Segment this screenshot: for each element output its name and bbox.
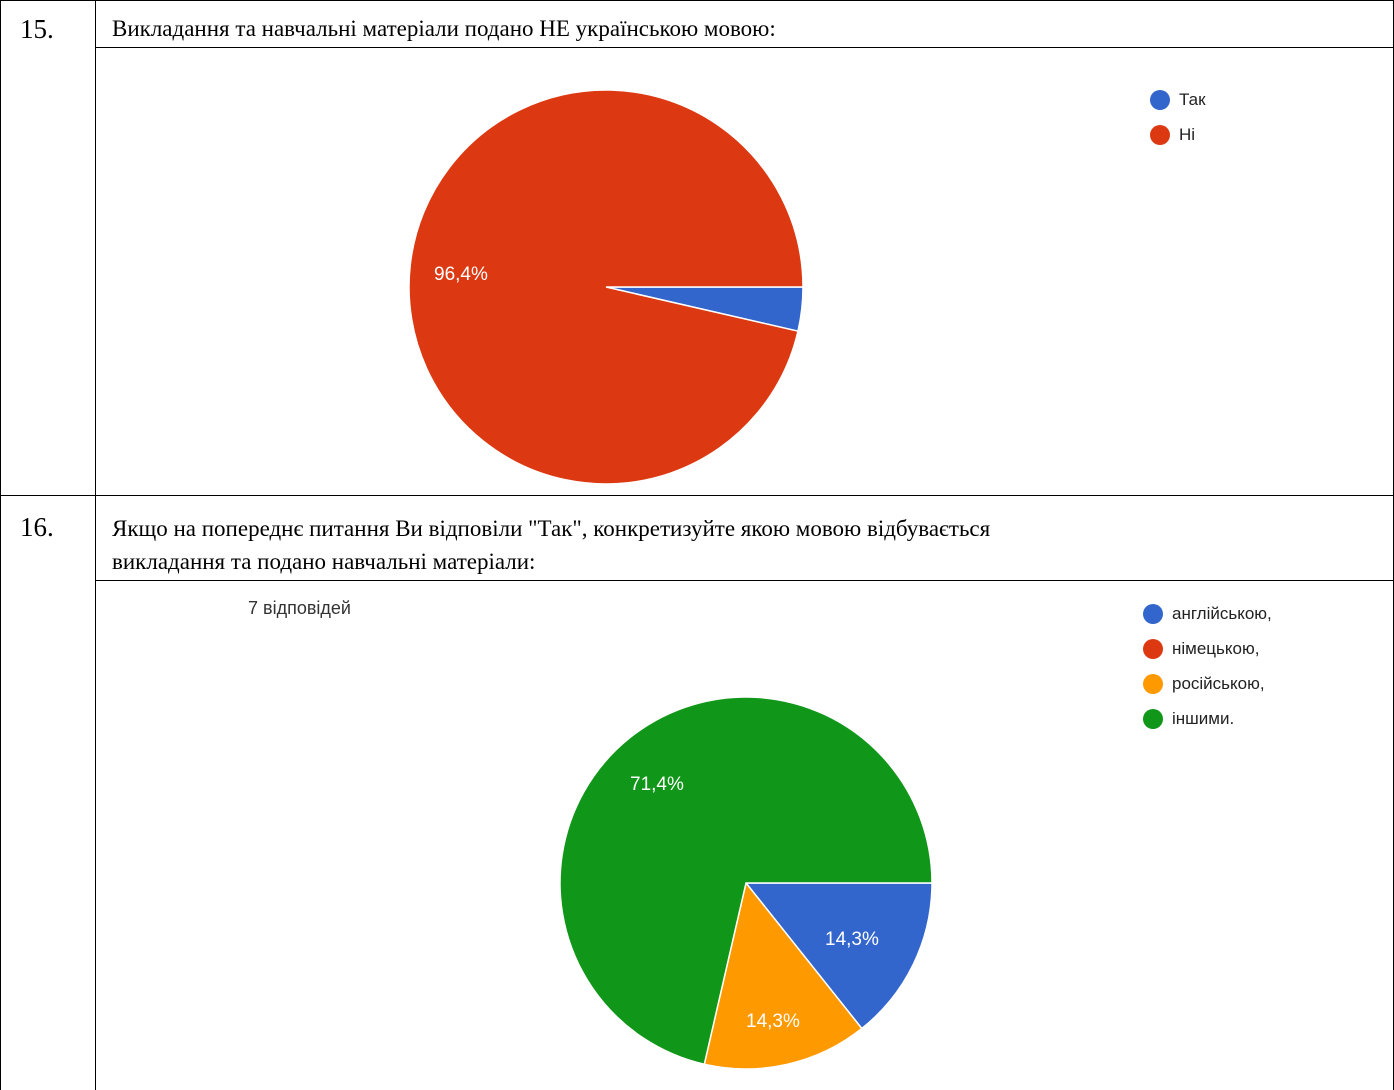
- table-left-border: [0, 0, 1, 1090]
- response-count: 7 відповідей: [248, 598, 351, 618]
- slice-label: 14,3%: [746, 1011, 800, 1032]
- legend-item: російською,: [1143, 666, 1272, 701]
- question-number: 16.: [20, 512, 54, 542]
- legend-label: Ні: [1179, 124, 1196, 144]
- slice-label: 96,4%: [434, 264, 488, 285]
- column-divider: [95, 0, 96, 1090]
- legend-swatch: [1143, 673, 1163, 694]
- legend-item: іншими.: [1143, 701, 1272, 736]
- pie-slice: [703, 881, 863, 1070]
- question-text: Викладання та навчальні матеріали подано…: [112, 16, 776, 41]
- table-top-border: [0, 0, 1394, 1]
- legend-item: англійською,: [1143, 596, 1272, 631]
- legend-label: Так: [1179, 89, 1206, 109]
- pie-slice: [408, 89, 804, 485]
- pie-chart: 14,3% 14,3% 71,4%: [559, 696, 933, 1070]
- legend-swatch: [1150, 89, 1170, 110]
- legend-swatch: [1143, 708, 1163, 729]
- chart-legend: Так Ні: [1150, 82, 1206, 152]
- slice-label: 71,4%: [630, 774, 684, 795]
- legend-swatch: [1150, 124, 1170, 145]
- legend-label: російською,: [1172, 673, 1265, 693]
- legend-swatch: [1143, 603, 1163, 624]
- pie-slice: [559, 696, 933, 1066]
- legend-item: Так: [1150, 82, 1206, 117]
- legend-swatch: [1143, 638, 1163, 659]
- pie-slice: [744, 882, 933, 1030]
- legend-label: англійською,: [1172, 603, 1272, 623]
- question-text: Якщо на попереднє питання Ви відповіли "…: [112, 516, 991, 541]
- legend-label: іншими.: [1172, 708, 1235, 728]
- slice-label: 14,3%: [825, 929, 879, 950]
- legend-label: німецькою,: [1172, 638, 1260, 658]
- question-text: викладання та подано навчальні матеріали…: [112, 549, 536, 574]
- chart-legend: англійською, німецькою, російською, іншими.: [1143, 596, 1272, 736]
- q15-header-divider: [95, 47, 1394, 48]
- question-number: 15.: [20, 14, 54, 44]
- row-divider: [0, 495, 1394, 496]
- legend-item: Ні: [1150, 117, 1206, 152]
- pie-chart: 96,4%: [408, 89, 804, 485]
- q16-header-divider: [95, 580, 1394, 581]
- legend-item: німецькою,: [1143, 631, 1272, 666]
